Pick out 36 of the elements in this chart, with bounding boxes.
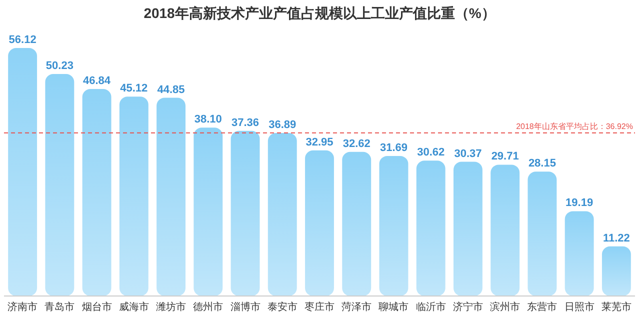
data-label: 28.15 (528, 158, 556, 170)
data-label: 11.22 (602, 232, 630, 244)
x-tick-label: 青岛市 (44, 301, 75, 313)
x-tick-label: 济宁市 (452, 301, 483, 313)
data-label: 50.23 (46, 60, 74, 72)
x-tick-label: 临沂市 (416, 301, 446, 313)
data-label: 32.62 (342, 138, 370, 150)
x-tick-label: 菏泽市 (342, 301, 372, 313)
x-tick-label: 淄博市 (230, 301, 260, 313)
data-label: 31.69 (380, 142, 408, 154)
x-tick-label: 聊城市 (378, 301, 409, 313)
data-label: 46.84 (83, 75, 112, 88)
data-label: 29.71 (491, 150, 519, 163)
x-tick-label: 泰安市 (267, 301, 298, 313)
chart-title: 2018年高新技术产业产值占规模以上工业产值比重（%） (144, 5, 496, 21)
x-tick-label: 威海市 (118, 301, 149, 313)
data-label: 30.37 (454, 148, 482, 160)
data-label: 30.62 (417, 146, 445, 159)
ref-line-label: 2018年山东省平均占比：36.92% (516, 122, 633, 131)
x-tick-label: 莱芜市 (601, 301, 632, 313)
data-label: 56.12 (8, 34, 36, 46)
data-label: 38.10 (194, 114, 222, 126)
x-tick-label: 烟台市 (82, 301, 112, 313)
data-label: 36.89 (268, 118, 296, 131)
data-label: 45.12 (120, 82, 148, 95)
x-tick-label: 德州市 (193, 301, 224, 313)
data-label: 32.95 (306, 136, 334, 148)
x-tick-label: 枣庄市 (304, 301, 334, 313)
x-tick-label: 日照市 (564, 301, 594, 313)
x-tick-label: 滨州市 (490, 301, 520, 313)
x-tick-label: 东营市 (527, 301, 558, 313)
x-tick-label: 济南市 (8, 301, 38, 313)
x-tick-label: 潍坊市 (156, 301, 186, 313)
data-label: 37.36 (232, 116, 260, 129)
data-label: 19.19 (566, 197, 594, 210)
data-label: 44.85 (157, 84, 185, 96)
